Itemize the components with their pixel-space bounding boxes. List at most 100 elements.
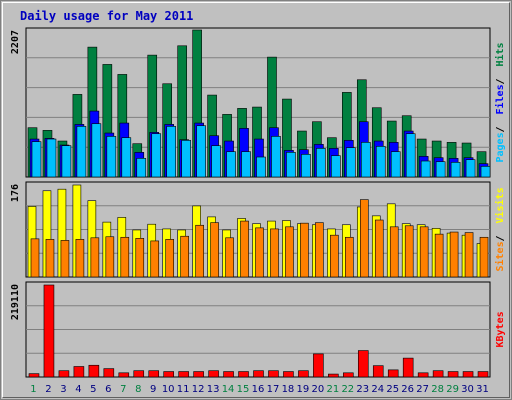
x-tick-label: 13 bbox=[207, 384, 220, 395]
x-tick-label: 2 bbox=[45, 384, 51, 395]
kbytes-bar bbox=[58, 370, 70, 378]
pages-bar bbox=[480, 166, 491, 178]
sites-bar bbox=[105, 236, 115, 278]
sites-bar bbox=[404, 225, 414, 278]
kbytes-bar bbox=[253, 370, 264, 378]
pages-bar bbox=[136, 158, 147, 178]
pages-bar bbox=[301, 154, 311, 178]
kbytes-bar bbox=[103, 368, 115, 378]
kbytes-bar bbox=[283, 371, 294, 378]
x-tick-label: 30 bbox=[461, 384, 474, 395]
legend-separator: / bbox=[495, 78, 506, 84]
legend-sites: Sites bbox=[494, 241, 506, 271]
sites-bar bbox=[449, 231, 459, 278]
kbytes-bar bbox=[372, 365, 384, 378]
pages-bar bbox=[241, 151, 251, 178]
pages-bar bbox=[106, 136, 117, 178]
chart-title: Daily usage for May 2011 bbox=[20, 9, 193, 23]
panel-bottom-max-label: 219110 bbox=[10, 284, 21, 320]
sites-bar bbox=[75, 239, 85, 278]
x-tick-label: 11 bbox=[177, 384, 190, 395]
sites-bar bbox=[479, 236, 489, 278]
pages-bar bbox=[331, 155, 341, 178]
x-tick-label: 17 bbox=[267, 384, 280, 395]
pages-bar bbox=[76, 126, 87, 178]
x-tick-label: 18 bbox=[282, 384, 295, 395]
pages-bar bbox=[61, 145, 72, 178]
kbytes-bar bbox=[432, 370, 444, 378]
x-tick-label: 15 bbox=[237, 384, 250, 395]
x-tick-label: 14 bbox=[222, 384, 235, 395]
sites-bar bbox=[285, 226, 294, 278]
x-tick-label: 28 bbox=[431, 384, 444, 395]
pages-bar bbox=[360, 142, 371, 178]
kbytes-bar bbox=[193, 371, 204, 378]
legend-hits: Hits bbox=[494, 42, 506, 66]
pages-bar bbox=[181, 140, 191, 178]
sites-bar bbox=[240, 220, 249, 278]
kbytes-bar bbox=[357, 350, 369, 378]
pages-bar bbox=[435, 161, 446, 178]
legend-visits: Visits bbox=[494, 187, 506, 223]
legend-separator: / bbox=[495, 235, 506, 241]
x-tick-label: 26 bbox=[401, 384, 414, 395]
x-tick-label: 12 bbox=[192, 384, 205, 395]
pages-bar bbox=[375, 146, 386, 178]
x-tick-label: 1 bbox=[30, 384, 36, 395]
pages-bar bbox=[211, 145, 221, 178]
sites-bar bbox=[30, 238, 40, 278]
pages-bar bbox=[91, 123, 102, 178]
sites-bar bbox=[315, 222, 324, 278]
kbytes-bar bbox=[208, 370, 219, 378]
sites-bar bbox=[165, 239, 175, 278]
sites-bar bbox=[300, 222, 309, 278]
pages-bar bbox=[316, 148, 326, 178]
x-tick-label: 25 bbox=[386, 384, 399, 395]
x-tick-label: 20 bbox=[312, 384, 325, 395]
kbytes-bar bbox=[402, 357, 414, 378]
sites-bar bbox=[255, 227, 264, 278]
x-tick-label: 4 bbox=[75, 384, 81, 395]
x-tick-label: 19 bbox=[297, 384, 310, 395]
pages-bar bbox=[271, 136, 281, 178]
pages-bar bbox=[46, 138, 57, 178]
x-tick-label: 31 bbox=[476, 384, 489, 395]
sites-bar bbox=[150, 240, 160, 278]
sites-bar bbox=[359, 199, 369, 278]
sites-bar bbox=[120, 236, 130, 278]
sites-bar bbox=[225, 237, 234, 278]
sites-bar bbox=[374, 219, 384, 278]
legend-pages: Pages bbox=[495, 132, 506, 162]
pages-bar bbox=[151, 133, 162, 178]
kbytes-bar bbox=[118, 372, 130, 378]
sites-bar bbox=[195, 224, 204, 278]
pages-bar bbox=[286, 152, 296, 178]
kbytes-bar bbox=[88, 364, 100, 378]
x-tick-label: 16 bbox=[252, 384, 265, 395]
kbytes-bar bbox=[73, 366, 85, 378]
kbytes-bar bbox=[387, 369, 399, 378]
sites-bar bbox=[330, 234, 339, 278]
sites-bar bbox=[389, 226, 399, 278]
pages-bar bbox=[166, 126, 177, 178]
pages-bar bbox=[346, 147, 356, 178]
x-tick-label: 5 bbox=[90, 384, 96, 395]
legend-separator: / bbox=[495, 126, 506, 132]
kbytes-bar bbox=[28, 373, 40, 378]
legend-files: Files bbox=[494, 84, 506, 114]
pages-bar bbox=[31, 141, 42, 178]
pages-bar bbox=[465, 159, 476, 178]
pages-bar bbox=[121, 137, 132, 178]
x-tick-label: 27 bbox=[416, 384, 429, 395]
x-tick-label: 29 bbox=[446, 384, 459, 395]
pages-bar bbox=[450, 162, 461, 178]
kbytes-bar bbox=[163, 371, 174, 378]
x-tick-label: 8 bbox=[135, 384, 141, 395]
kbytes-bar bbox=[462, 371, 474, 378]
x-tick-label: 21 bbox=[326, 384, 339, 395]
pages-bar bbox=[196, 125, 206, 178]
x-tick-label: 10 bbox=[162, 384, 175, 395]
